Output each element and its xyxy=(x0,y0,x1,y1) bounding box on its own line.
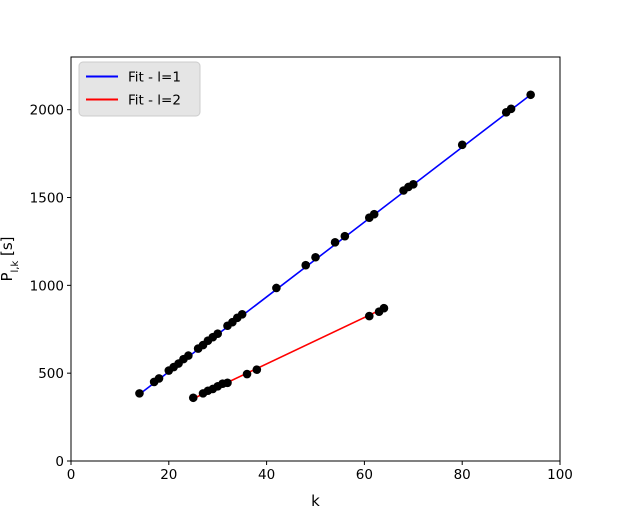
legend-label-l2: Fit - l=2 xyxy=(128,93,181,109)
y-tick-label: 2000 xyxy=(30,103,64,119)
x-tick-label: 60 xyxy=(356,467,373,483)
data-point xyxy=(223,378,232,388)
data-point xyxy=(301,260,311,270)
legend-label-l1: Fit - l=1 xyxy=(128,70,181,86)
data-point xyxy=(237,310,247,319)
data-point xyxy=(330,238,340,247)
data-points xyxy=(135,90,535,403)
y-tick-label: 500 xyxy=(38,366,64,382)
y-tick-label: 0 xyxy=(55,454,64,470)
y-tick-label: 1500 xyxy=(30,191,64,207)
data-point xyxy=(135,389,144,398)
legend: Fit - l=1 Fit - l=2 xyxy=(78,61,201,117)
data-point xyxy=(526,90,535,100)
data-point xyxy=(340,231,350,241)
data-point xyxy=(252,365,262,374)
data-point xyxy=(188,393,198,403)
y-axis-ticks: 0 500 1000 1500 2000 xyxy=(30,103,71,470)
data-point xyxy=(457,140,467,150)
data-point xyxy=(409,180,418,189)
data-point xyxy=(364,311,374,321)
data-point xyxy=(379,303,389,313)
data-point xyxy=(506,104,516,114)
y-tick-label: 1000 xyxy=(30,278,64,294)
data-point xyxy=(154,374,164,383)
data-point xyxy=(184,351,193,360)
data-point xyxy=(272,283,281,293)
x-tick-label: 20 xyxy=(160,467,177,483)
data-point xyxy=(242,369,252,379)
x-tick-label: 40 xyxy=(258,467,275,483)
x-tick-label: 100 xyxy=(547,467,573,483)
data-point xyxy=(369,209,379,219)
x-tick-label: 80 xyxy=(454,467,471,483)
y-axis-label: Pl,k [s] xyxy=(0,236,21,281)
x-tick-label: 0 xyxy=(67,467,76,483)
data-point xyxy=(311,252,320,262)
x-axis-label: k xyxy=(311,492,320,510)
data-point xyxy=(213,329,222,338)
x-axis-ticks: 0 20 40 60 80 100 xyxy=(67,461,573,483)
